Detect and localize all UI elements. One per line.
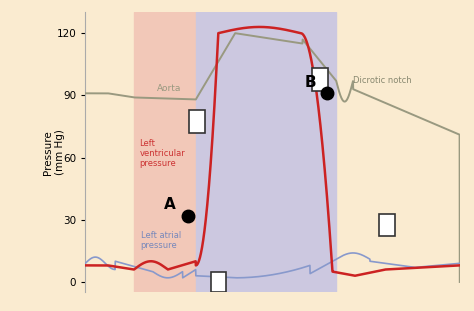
Bar [190,110,205,133]
Text: A: A [164,197,176,212]
Text: B: B [304,75,316,90]
Y-axis label: Pressure
(mm Hg): Pressure (mm Hg) [43,129,64,175]
Bar [312,68,328,91]
Text: Left
ventricular
pressure: Left ventricular pressure [140,138,185,168]
Bar [196,12,336,292]
Bar [134,12,196,292]
Bar [211,272,227,292]
Text: Dicrotic notch: Dicrotic notch [353,77,412,85]
Text: Aorta: Aorta [156,84,181,93]
Bar [379,214,395,236]
Text: Left atrial
pressure: Left atrial pressure [141,231,181,250]
